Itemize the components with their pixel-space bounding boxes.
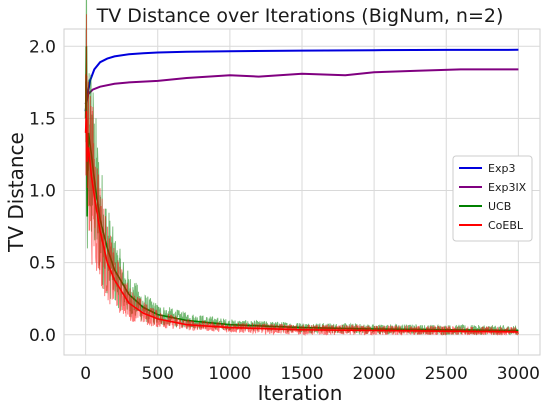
coebl-series-line: [85, 14, 519, 337]
x-tick-label: 500: [142, 364, 174, 384]
x-tick-label: 2000: [352, 364, 395, 384]
legend-box: [452, 155, 533, 242]
ucb-legend-label: UCB: [488, 200, 511, 213]
x-tick-label: 2500: [425, 364, 468, 384]
y-tick-label: 0.0: [29, 326, 56, 346]
y-tick-labels: 0.0 0.5 1.0 1.5 2.0: [29, 37, 56, 345]
x-tick-labels: 0 500 1000 1500 2000 2500 3000: [80, 364, 540, 384]
x-tick-label: 1000: [208, 364, 251, 384]
y-tick-label: 1.5: [29, 109, 56, 129]
y-tick-label: 1.0: [29, 182, 56, 202]
coebl-mean-line: [84, 111, 519, 333]
y-tick-label: 0.5: [29, 254, 56, 274]
exp3-legend-label: Exp3: [488, 162, 515, 175]
x-axis-label: Iteration: [258, 381, 343, 405]
y-axis-label: TV Distance: [4, 132, 28, 253]
exp3ix-series-line: [84, 68, 519, 105]
legend: Exp3 Exp3IX UCB CoEBL: [452, 155, 533, 242]
x-tick-label: 1500: [280, 364, 323, 384]
chart-title: TV Distance over Iterations (BigNum, n=2…: [96, 5, 504, 27]
x-tick-label: 3000: [497, 364, 540, 384]
coebl-legend-label: CoEBL: [488, 219, 524, 232]
exp3ix-legend-label: Exp3IX: [488, 181, 527, 194]
exp3-series-line: [84, 48, 519, 112]
x-tick-label: 0: [80, 364, 91, 384]
series-lines: [84, 0, 519, 337]
y-tick-label: 2.0: [29, 37, 56, 57]
